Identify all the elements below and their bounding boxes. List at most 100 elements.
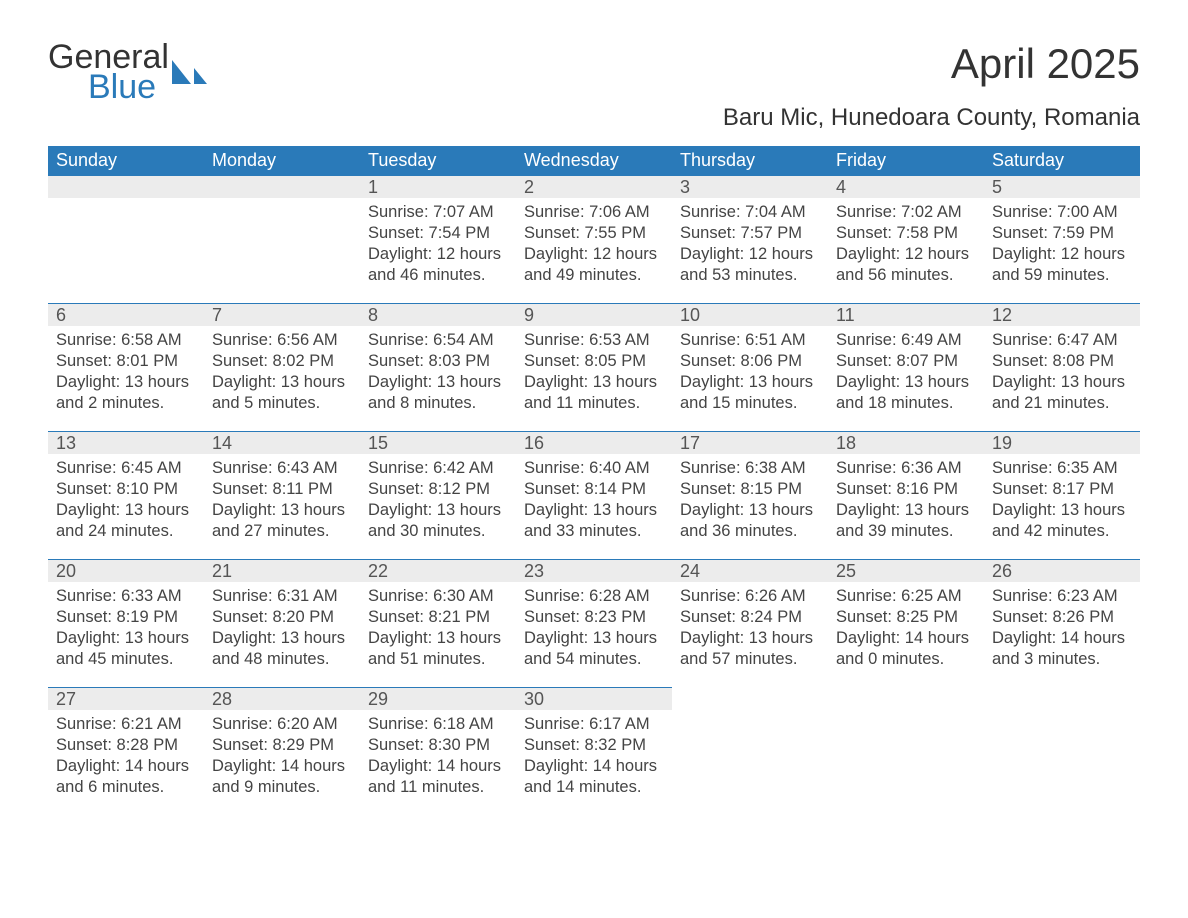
day-body: Sunrise: 6:25 AMSunset: 8:25 PMDaylight:… bbox=[828, 582, 984, 680]
daylight-line: Daylight: 13 hours and 24 minutes. bbox=[56, 500, 196, 542]
day-body: Sunrise: 6:43 AMSunset: 8:11 PMDaylight:… bbox=[204, 454, 360, 552]
sunset-line: Sunset: 8:15 PM bbox=[680, 479, 820, 500]
day-body: Sunrise: 6:42 AMSunset: 8:12 PMDaylight:… bbox=[360, 454, 516, 552]
sunset-line: Sunset: 7:55 PM bbox=[524, 223, 664, 244]
day-number: 6 bbox=[48, 304, 204, 326]
sunset-line: Sunset: 8:03 PM bbox=[368, 351, 508, 372]
daylight-line: Daylight: 13 hours and 48 minutes. bbox=[212, 628, 352, 670]
sunrise-line: Sunrise: 7:02 AM bbox=[836, 202, 976, 223]
sunrise-line: Sunrise: 6:38 AM bbox=[680, 458, 820, 479]
day-number: 1 bbox=[360, 176, 516, 198]
day-number: 13 bbox=[48, 432, 204, 454]
daylight-line: Daylight: 12 hours and 59 minutes. bbox=[992, 244, 1132, 286]
day-number: 8 bbox=[360, 304, 516, 326]
sunset-line: Sunset: 8:07 PM bbox=[836, 351, 976, 372]
weekday-header: Saturday bbox=[984, 146, 1140, 176]
sunset-line: Sunset: 8:10 PM bbox=[56, 479, 196, 500]
sunset-line: Sunset: 8:17 PM bbox=[992, 479, 1132, 500]
calendar-day: 29Sunrise: 6:18 AMSunset: 8:30 PMDayligh… bbox=[360, 688, 516, 816]
daylight-line: Daylight: 13 hours and 8 minutes. bbox=[368, 372, 508, 414]
brand-logo: General Blue bbox=[48, 40, 215, 104]
sunset-line: Sunset: 7:54 PM bbox=[368, 223, 508, 244]
calendar-day: 1Sunrise: 7:07 AMSunset: 7:54 PMDaylight… bbox=[360, 176, 516, 304]
calendar-day: 20Sunrise: 6:33 AMSunset: 8:19 PMDayligh… bbox=[48, 560, 204, 688]
day-number: 21 bbox=[204, 560, 360, 582]
calendar-day: 26Sunrise: 6:23 AMSunset: 8:26 PMDayligh… bbox=[984, 560, 1140, 688]
sunset-line: Sunset: 8:28 PM bbox=[56, 735, 196, 756]
daylight-line: Daylight: 13 hours and 11 minutes. bbox=[524, 372, 664, 414]
calendar-day: 6Sunrise: 6:58 AMSunset: 8:01 PMDaylight… bbox=[48, 304, 204, 432]
calendar-day: 12Sunrise: 6:47 AMSunset: 8:08 PMDayligh… bbox=[984, 304, 1140, 432]
daylight-line: Daylight: 14 hours and 9 minutes. bbox=[212, 756, 352, 798]
sunrise-line: Sunrise: 6:42 AM bbox=[368, 458, 508, 479]
sunset-line: Sunset: 8:05 PM bbox=[524, 351, 664, 372]
day-number bbox=[984, 688, 1140, 710]
calendar-day: 27Sunrise: 6:21 AMSunset: 8:28 PMDayligh… bbox=[48, 688, 204, 816]
day-body: Sunrise: 6:58 AMSunset: 8:01 PMDaylight:… bbox=[48, 326, 204, 424]
daylight-line: Daylight: 13 hours and 15 minutes. bbox=[680, 372, 820, 414]
sunrise-line: Sunrise: 6:26 AM bbox=[680, 586, 820, 607]
calendar-day bbox=[984, 688, 1140, 816]
calendar-day: 18Sunrise: 6:36 AMSunset: 8:16 PMDayligh… bbox=[828, 432, 984, 560]
calendar-day: 21Sunrise: 6:31 AMSunset: 8:20 PMDayligh… bbox=[204, 560, 360, 688]
calendar-table: SundayMondayTuesdayWednesdayThursdayFrid… bbox=[48, 146, 1140, 816]
daylight-line: Daylight: 14 hours and 3 minutes. bbox=[992, 628, 1132, 670]
daylight-line: Daylight: 13 hours and 51 minutes. bbox=[368, 628, 508, 670]
day-number: 3 bbox=[672, 176, 828, 198]
day-number: 7 bbox=[204, 304, 360, 326]
sunset-line: Sunset: 8:08 PM bbox=[992, 351, 1132, 372]
daylight-line: Daylight: 12 hours and 49 minutes. bbox=[524, 244, 664, 286]
sunrise-line: Sunrise: 6:40 AM bbox=[524, 458, 664, 479]
day-body bbox=[48, 198, 204, 288]
sunset-line: Sunset: 8:24 PM bbox=[680, 607, 820, 628]
calendar-day: 5Sunrise: 7:00 AMSunset: 7:59 PMDaylight… bbox=[984, 176, 1140, 304]
sunrise-line: Sunrise: 6:18 AM bbox=[368, 714, 508, 735]
sunset-line: Sunset: 7:57 PM bbox=[680, 223, 820, 244]
sunset-line: Sunset: 8:32 PM bbox=[524, 735, 664, 756]
sunset-line: Sunset: 8:23 PM bbox=[524, 607, 664, 628]
day-number: 2 bbox=[516, 176, 672, 198]
day-number: 23 bbox=[516, 560, 672, 582]
sunrise-line: Sunrise: 6:54 AM bbox=[368, 330, 508, 351]
sunrise-line: Sunrise: 6:17 AM bbox=[524, 714, 664, 735]
sunset-line: Sunset: 7:59 PM bbox=[992, 223, 1132, 244]
day-body bbox=[204, 198, 360, 288]
weekday-header: Thursday bbox=[672, 146, 828, 176]
daylight-line: Daylight: 12 hours and 56 minutes. bbox=[836, 244, 976, 286]
sunrise-line: Sunrise: 6:28 AM bbox=[524, 586, 664, 607]
day-number: 28 bbox=[204, 688, 360, 710]
calendar-week: 6Sunrise: 6:58 AMSunset: 8:01 PMDaylight… bbox=[48, 304, 1140, 432]
calendar-day: 30Sunrise: 6:17 AMSunset: 8:32 PMDayligh… bbox=[516, 688, 672, 816]
day-body bbox=[984, 710, 1140, 800]
day-number bbox=[672, 688, 828, 710]
sunset-line: Sunset: 8:02 PM bbox=[212, 351, 352, 372]
day-number: 19 bbox=[984, 432, 1140, 454]
calendar-day: 23Sunrise: 6:28 AMSunset: 8:23 PMDayligh… bbox=[516, 560, 672, 688]
header: General Blue April 2025 bbox=[48, 40, 1140, 104]
day-number: 26 bbox=[984, 560, 1140, 582]
month-title: April 2025 bbox=[951, 40, 1140, 88]
calendar-week: 13Sunrise: 6:45 AMSunset: 8:10 PMDayligh… bbox=[48, 432, 1140, 560]
calendar-week: 1Sunrise: 7:07 AMSunset: 7:54 PMDaylight… bbox=[48, 176, 1140, 304]
day-number: 24 bbox=[672, 560, 828, 582]
calendar-day: 4Sunrise: 7:02 AMSunset: 7:58 PMDaylight… bbox=[828, 176, 984, 304]
day-number: 25 bbox=[828, 560, 984, 582]
location-label: Baru Mic, Hunedoara County, Romania bbox=[48, 104, 1140, 132]
day-body: Sunrise: 6:56 AMSunset: 8:02 PMDaylight:… bbox=[204, 326, 360, 424]
sunset-line: Sunset: 8:19 PM bbox=[56, 607, 196, 628]
calendar-day: 13Sunrise: 6:45 AMSunset: 8:10 PMDayligh… bbox=[48, 432, 204, 560]
calendar-day: 10Sunrise: 6:51 AMSunset: 8:06 PMDayligh… bbox=[672, 304, 828, 432]
sunset-line: Sunset: 8:06 PM bbox=[680, 351, 820, 372]
calendar-day bbox=[204, 176, 360, 304]
calendar-week: 20Sunrise: 6:33 AMSunset: 8:19 PMDayligh… bbox=[48, 560, 1140, 688]
day-body: Sunrise: 6:31 AMSunset: 8:20 PMDaylight:… bbox=[204, 582, 360, 680]
calendar-day: 2Sunrise: 7:06 AMSunset: 7:55 PMDaylight… bbox=[516, 176, 672, 304]
calendar-day: 8Sunrise: 6:54 AMSunset: 8:03 PMDaylight… bbox=[360, 304, 516, 432]
daylight-line: Daylight: 13 hours and 30 minutes. bbox=[368, 500, 508, 542]
day-body: Sunrise: 6:28 AMSunset: 8:23 PMDaylight:… bbox=[516, 582, 672, 680]
day-body: Sunrise: 6:54 AMSunset: 8:03 PMDaylight:… bbox=[360, 326, 516, 424]
day-body: Sunrise: 6:40 AMSunset: 8:14 PMDaylight:… bbox=[516, 454, 672, 552]
sunrise-line: Sunrise: 6:25 AM bbox=[836, 586, 976, 607]
day-body: Sunrise: 7:04 AMSunset: 7:57 PMDaylight:… bbox=[672, 198, 828, 296]
sunrise-line: Sunrise: 6:51 AM bbox=[680, 330, 820, 351]
